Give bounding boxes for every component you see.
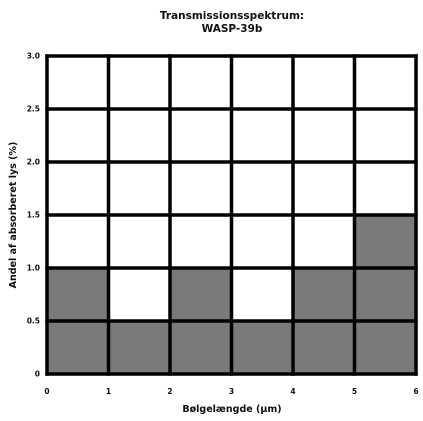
x-tick-label-6: 6 (413, 387, 418, 396)
y-tick-label-1.5: 1.5 (27, 211, 40, 220)
y-tick-label-3.0: 3.0 (27, 52, 40, 61)
chart-title-line-2: WASP-39b (202, 23, 263, 35)
bar-5 (355, 215, 417, 374)
x-tick-label-3: 3 (229, 387, 234, 396)
y-tick-label-2.0: 2.0 (27, 158, 40, 167)
x-tick-label-2: 2 (167, 387, 172, 396)
x-tick-label-0: 0 (44, 387, 49, 396)
y-tick-label-0: 0 (35, 370, 40, 379)
plot-area (47, 56, 416, 374)
x-tick-label-5: 5 (352, 387, 357, 396)
y-axis-label: Andel af absorberet lys (%) (8, 142, 19, 289)
chart-title-line-1: Transmissionsspektrum: (160, 10, 304, 22)
x-axis-label: Bølgelængde (μm) (182, 404, 281, 415)
bar-3 (232, 321, 294, 374)
x-tick-label-1: 1 (106, 387, 111, 396)
y-tick-label-2.5: 2.5 (27, 105, 40, 114)
y-tick-label-0.5: 0.5 (27, 317, 40, 326)
bar-1 (109, 321, 171, 374)
x-tick-label-4: 4 (290, 387, 295, 396)
y-tick-label-1.0: 1.0 (27, 264, 40, 273)
